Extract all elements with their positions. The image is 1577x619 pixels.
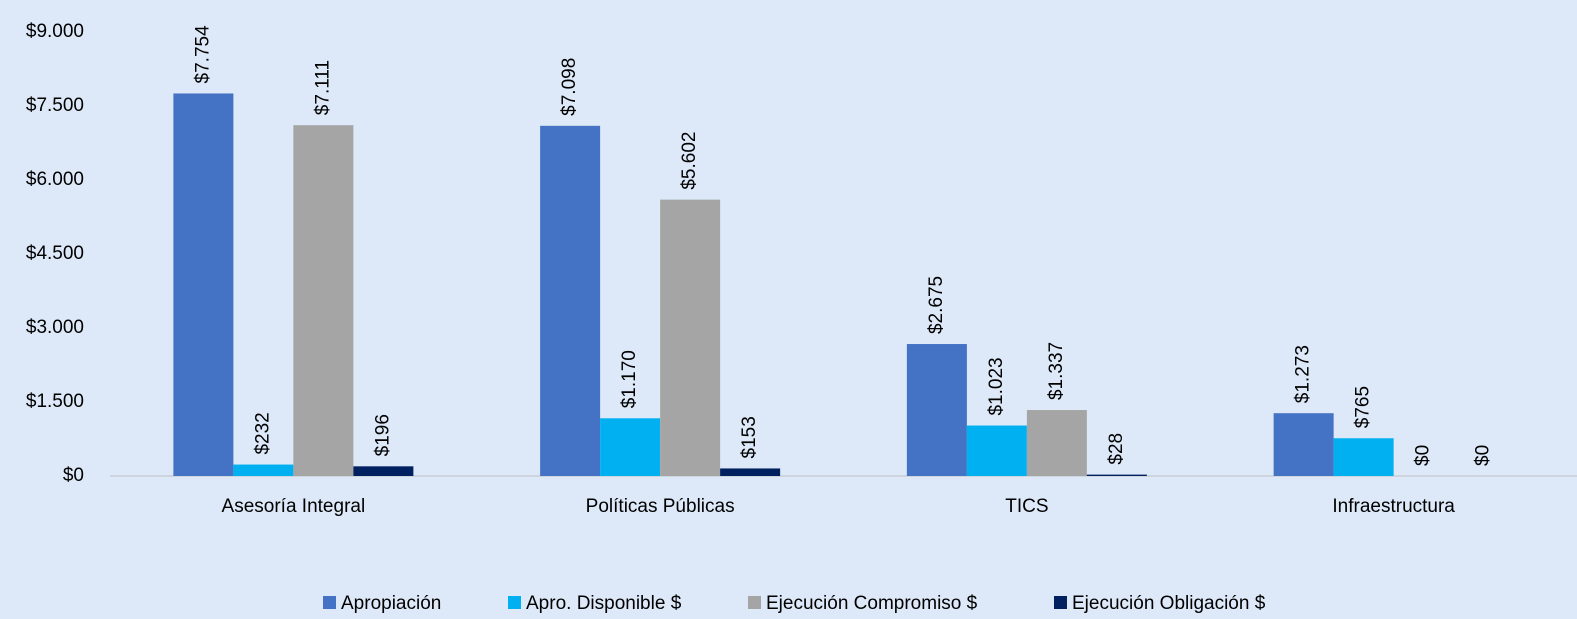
x-tick-label: Políticas Públicas (586, 496, 735, 517)
legend-label: Ejecución Compromiso $ (766, 593, 978, 614)
x-tick-label: Asesoría Integral (222, 496, 366, 517)
bar (600, 418, 661, 476)
data-label: $7.111 (312, 60, 333, 115)
legend-label: Apro. Disponible $ (526, 593, 682, 614)
bar (293, 125, 354, 476)
data-label: $2.675 (926, 276, 947, 334)
data-label: $196 (372, 414, 393, 456)
data-label: $765 (1353, 386, 1374, 428)
legend-swatch (508, 596, 521, 609)
y-tick-label: $1.500 (26, 391, 84, 412)
data-label: $0 (1413, 445, 1434, 466)
data-label: $5.602 (679, 132, 700, 190)
data-label: $1.337 (1046, 342, 1067, 400)
data-label: $0 (1473, 445, 1494, 466)
y-tick-label: $3.000 (26, 317, 84, 338)
data-label: $1.273 (1293, 345, 1314, 403)
bar (660, 199, 721, 476)
legend-label: Ejecución Obligación $ (1072, 593, 1266, 614)
y-tick-label: $0 (63, 465, 84, 486)
bar (720, 468, 781, 476)
y-tick-label: $6.000 (26, 169, 84, 190)
bar (173, 93, 234, 476)
legend-swatch (1054, 596, 1067, 609)
y-tick-label: $9.000 (26, 21, 84, 42)
bar (1333, 438, 1394, 476)
x-tick-label: TICS (1005, 496, 1048, 517)
x-tick-label: Infraestructura (1332, 496, 1455, 517)
legend-swatch (323, 596, 336, 609)
data-label: $7.098 (559, 58, 580, 116)
y-tick-label: $4.500 (26, 243, 84, 264)
data-label: $153 (739, 416, 760, 458)
bar (353, 466, 414, 476)
bar (966, 425, 1027, 476)
data-label: $7.754 (192, 25, 213, 84)
bar (1086, 474, 1147, 476)
y-tick-label: $7.500 (26, 95, 84, 116)
bar (1026, 410, 1087, 476)
legend-label: Apropiación (341, 593, 441, 614)
bar (540, 125, 601, 476)
bar (906, 344, 967, 476)
bar (1273, 413, 1334, 476)
legend-swatch (748, 596, 761, 609)
data-label: $28 (1106, 433, 1127, 465)
data-label: $1.023 (986, 357, 1007, 415)
data-label: $1.170 (619, 350, 640, 408)
data-label: $232 (252, 412, 273, 454)
bar (233, 464, 294, 476)
